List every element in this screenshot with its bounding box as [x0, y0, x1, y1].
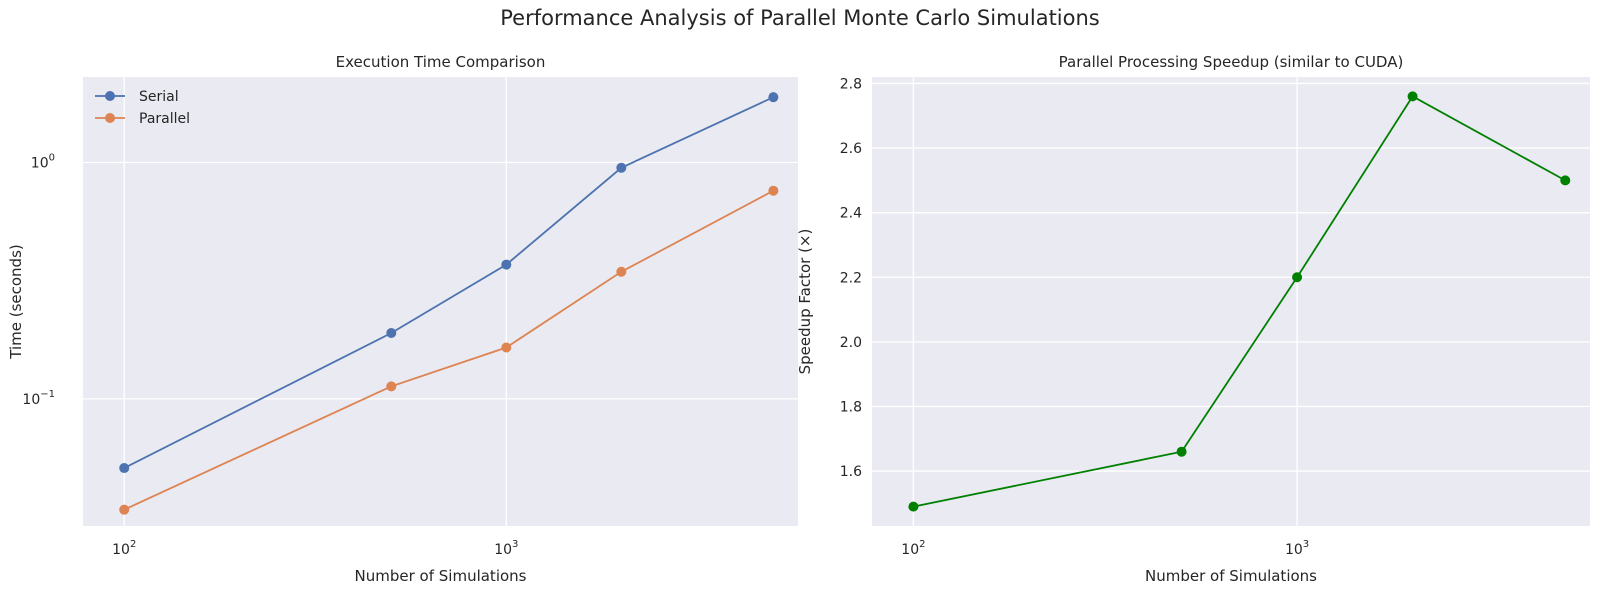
legend-label: Serial	[139, 89, 179, 105]
data-point	[119, 463, 130, 474]
y-tick-label: 1.6	[840, 464, 862, 480]
data-point	[501, 342, 512, 353]
data-point	[616, 266, 627, 277]
data-point	[119, 504, 130, 515]
y-tick-label: 10−1	[22, 389, 55, 408]
y-tick-label: 1.8	[840, 399, 862, 415]
y-tick-label: 100	[31, 153, 55, 172]
x-tick-label: 102	[112, 539, 136, 558]
data-point	[386, 381, 397, 392]
y-axis-label: Speedup Factor (×)	[796, 229, 814, 375]
data-point	[501, 259, 512, 270]
x-tick-label: 102	[901, 539, 925, 558]
legend-marker	[105, 91, 115, 101]
data-point	[768, 92, 779, 103]
chart-panel-1: 102 103 10−1 100 Execution Time Comparison Nu…	[7, 53, 798, 585]
data-point	[1560, 175, 1571, 186]
x-tick-label: 103	[494, 539, 518, 558]
y-tick-label: 2.0	[840, 335, 862, 351]
y-tick-label: 2.6	[840, 141, 862, 157]
data-point	[616, 162, 627, 173]
y-tick-label: 2.2	[840, 270, 862, 286]
figure-title: Performance Analysis of Parallel Monte C…	[500, 6, 1100, 30]
legend-marker	[105, 113, 115, 123]
data-point	[768, 185, 779, 196]
x-axis-label: Number of Simulations	[1145, 567, 1317, 585]
data-point	[386, 328, 397, 339]
x-tick-label: 103	[1285, 539, 1309, 558]
chart-panel-2: 102 103 1.6 1.8 2.0 2.2 2.4 2.6 2.8 Parallel Proc…	[796, 53, 1590, 585]
data-point	[1407, 91, 1418, 102]
plot-area	[872, 77, 1590, 526]
y-tick-label: 2.8	[840, 76, 862, 92]
data-point	[1292, 272, 1303, 283]
chart-title: Execution Time Comparison	[336, 53, 546, 71]
data-point	[908, 501, 919, 512]
y-axis-label: Time (seconds)	[7, 244, 25, 360]
x-axis-label: Number of Simulations	[355, 567, 527, 585]
y-tick-label: 2.4	[840, 206, 862, 222]
plot-area	[83, 77, 798, 526]
data-point	[1176, 446, 1187, 457]
legend-label: Parallel	[139, 111, 190, 127]
chart-title: Parallel Processing Speedup (similar to …	[1059, 53, 1404, 71]
